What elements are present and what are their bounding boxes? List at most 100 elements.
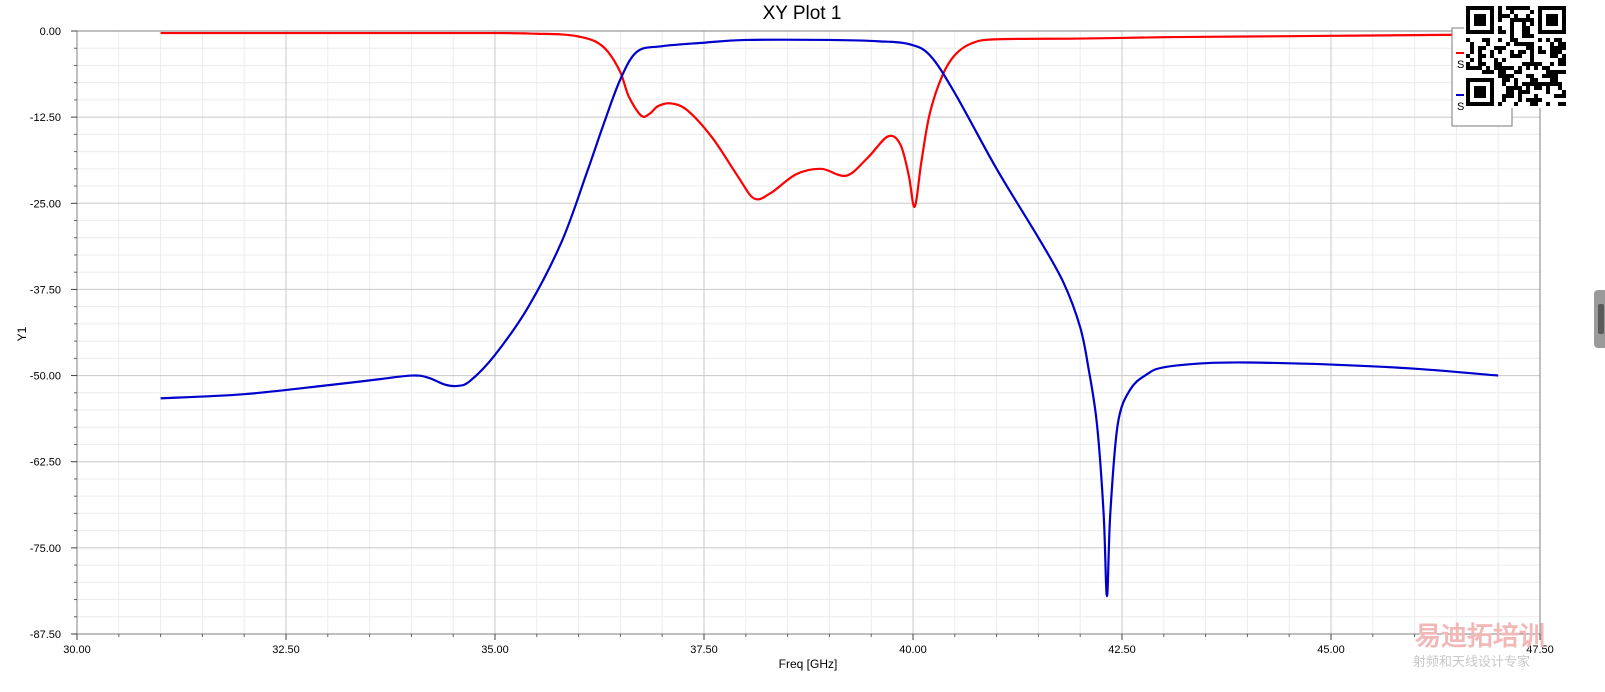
qr-module xyxy=(1506,66,1510,70)
qr-module xyxy=(1526,46,1530,50)
qr-module xyxy=(1546,38,1550,42)
qr-module xyxy=(1546,102,1550,106)
qr-module xyxy=(1530,58,1534,62)
qr-module xyxy=(1514,78,1518,82)
qr-module xyxy=(1518,42,1522,46)
qr-module xyxy=(1490,70,1494,74)
qr-module xyxy=(1562,94,1566,98)
qr-module xyxy=(1502,94,1506,98)
qr-module xyxy=(1518,98,1522,102)
qr-module xyxy=(1518,70,1522,74)
qr-module xyxy=(1546,74,1550,78)
qr-module xyxy=(1530,62,1534,66)
qr-module xyxy=(1526,26,1530,30)
qr-module xyxy=(1550,74,1554,78)
qr-module xyxy=(1498,50,1502,54)
qr-module xyxy=(1546,66,1550,70)
qr-module xyxy=(1502,74,1506,78)
qr-module xyxy=(1510,10,1514,14)
qr-module xyxy=(1502,66,1506,70)
qr-module xyxy=(1494,62,1498,66)
qr-module xyxy=(1526,86,1530,90)
qr-module xyxy=(1518,18,1522,22)
qr-module xyxy=(1486,38,1490,42)
qr-module xyxy=(1526,14,1530,18)
qr-module xyxy=(1482,46,1486,50)
qr-module xyxy=(1522,18,1526,22)
qr-module xyxy=(1526,6,1530,10)
x-tick-label: 42.50 xyxy=(1108,644,1136,656)
qr-module xyxy=(1514,70,1518,74)
qr-module xyxy=(1486,66,1490,70)
x-tick-label: 45.00 xyxy=(1317,644,1345,656)
qr-module xyxy=(1550,54,1554,58)
qr-module xyxy=(1474,66,1478,70)
qr-module xyxy=(1530,82,1534,86)
y-axis-label: Y1 xyxy=(15,326,29,341)
qr-module xyxy=(1558,50,1562,54)
qr-module xyxy=(1514,42,1518,46)
qr-module xyxy=(1530,22,1534,26)
qr-module xyxy=(1482,38,1486,42)
qr-module xyxy=(1534,94,1538,98)
qr-module xyxy=(1506,94,1510,98)
qr-module xyxy=(1510,50,1514,54)
qr-module xyxy=(1514,6,1518,10)
qr-module xyxy=(1510,38,1514,42)
qr-module xyxy=(1514,54,1518,58)
qr-module xyxy=(1482,62,1486,66)
qr-module xyxy=(1550,70,1554,74)
qr-module xyxy=(1546,70,1550,74)
side-scroll-handle[interactable] xyxy=(1594,290,1605,348)
x-tick-label: 30.00 xyxy=(63,644,91,656)
x-tick-label: 37.50 xyxy=(690,644,718,656)
qr-module xyxy=(1522,26,1526,30)
series-layer xyxy=(160,31,1499,598)
chart-title: XY Plot 1 xyxy=(763,3,842,24)
qr-module xyxy=(1562,54,1566,58)
qr-module xyxy=(1530,54,1534,58)
series-line-1 xyxy=(160,31,1499,208)
qr-module xyxy=(1502,82,1506,86)
qr-module xyxy=(1554,78,1558,82)
qr-module xyxy=(1562,62,1566,66)
qr-module xyxy=(1466,38,1470,42)
qr-module xyxy=(1530,74,1534,78)
qr-module xyxy=(1486,42,1490,46)
qr-module xyxy=(1534,66,1538,70)
qr-module xyxy=(1530,10,1534,14)
y-tick-label: -87.50 xyxy=(30,629,61,641)
qr-module xyxy=(1510,90,1514,94)
qr-module xyxy=(1542,82,1546,86)
qr-module xyxy=(1550,50,1554,54)
qr-module xyxy=(1498,66,1502,70)
qr-finder-core xyxy=(1546,14,1558,26)
qr-module xyxy=(1550,62,1554,66)
qr-module xyxy=(1526,34,1530,38)
qr-module xyxy=(1554,82,1558,86)
qr-module xyxy=(1506,86,1510,90)
qr-module xyxy=(1558,46,1562,50)
qr-module xyxy=(1510,26,1514,30)
qr-module xyxy=(1522,6,1526,10)
qr-module xyxy=(1502,58,1506,62)
qr-module xyxy=(1526,30,1530,34)
qr-module xyxy=(1518,50,1522,54)
qr-module xyxy=(1542,74,1546,78)
qr-module xyxy=(1502,30,1506,34)
qr-module xyxy=(1526,74,1530,78)
qr-module xyxy=(1534,102,1538,106)
x-tick-label: 35.00 xyxy=(481,644,509,656)
qr-module xyxy=(1478,54,1482,58)
qr-module xyxy=(1534,98,1538,102)
qr-module xyxy=(1478,62,1482,66)
qr-module xyxy=(1558,86,1562,90)
qr-module xyxy=(1502,98,1506,102)
qr-module xyxy=(1510,54,1514,58)
qr-module xyxy=(1478,46,1482,50)
qr-module xyxy=(1538,46,1542,50)
qr-module xyxy=(1538,98,1542,102)
qr-module xyxy=(1546,86,1550,90)
qr-module xyxy=(1530,50,1534,54)
qr-module xyxy=(1506,42,1510,46)
